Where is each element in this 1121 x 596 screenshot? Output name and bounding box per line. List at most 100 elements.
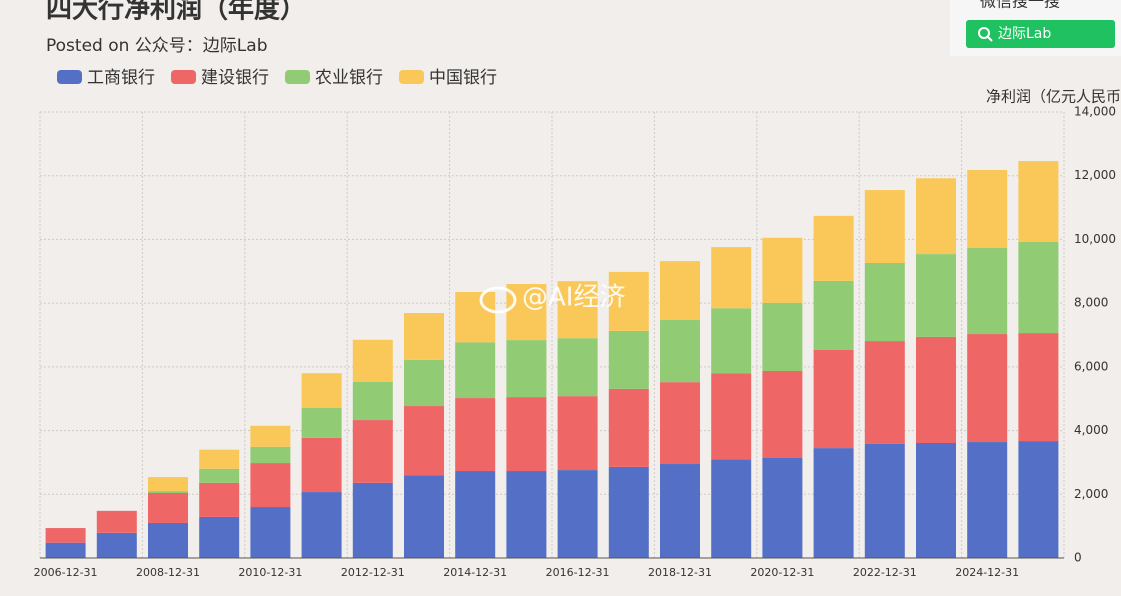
- bar-segment: [762, 370, 803, 458]
- x-tick-label: 2016-12-31: [546, 566, 610, 579]
- bar-segment: [404, 475, 444, 558]
- bar-segment: [506, 397, 547, 472]
- bar-segment: [96, 510, 137, 533]
- bar-segment: [660, 382, 700, 465]
- bar-segment: [916, 254, 956, 337]
- y-axis-label: 净利润（亿元人民币: [986, 88, 1121, 106]
- bar-segment: [1018, 333, 1059, 442]
- bar-segment: [352, 482, 393, 558]
- bar-segment: [813, 280, 854, 350]
- y-tick-label: 6,000: [1074, 359, 1108, 373]
- bar-segment: [148, 493, 188, 523]
- legend-label: 农业银行: [315, 68, 383, 88]
- bar-segment: [660, 261, 700, 321]
- bar-segment: [250, 507, 291, 558]
- bar-segment: [557, 281, 598, 339]
- bar-segment: [199, 482, 240, 517]
- bar-segment: [404, 406, 444, 476]
- x-tick-label: 2012-12-31: [341, 566, 405, 579]
- x-tick-label: 2008-12-31: [136, 566, 200, 579]
- bar-segment: [916, 442, 956, 558]
- bar-segment: [557, 396, 598, 471]
- bar-segment: [455, 471, 496, 558]
- x-tick-label: 2018-12-31: [648, 566, 712, 579]
- bar-segment: [557, 470, 598, 558]
- bar-segment: [557, 338, 598, 397]
- bar-segment: [250, 425, 291, 447]
- bar-segment: [301, 492, 342, 558]
- bar-segment: [711, 247, 752, 309]
- x-tick-label: 2020-12-31: [750, 566, 814, 579]
- bar-segment: [455, 398, 496, 472]
- button-label[interactable]: 边际Lab: [998, 26, 1051, 42]
- bar-segment: [352, 381, 393, 421]
- bar-segment: [967, 442, 1008, 558]
- bar-segment: [250, 446, 291, 464]
- bar-segment: [711, 373, 752, 460]
- legend-label: 建设银行: [201, 68, 269, 88]
- watermark-text: @AI经济: [522, 283, 625, 313]
- search-icon: [987, 36, 993, 42]
- x-tick-label: 2022-12-31: [853, 566, 917, 579]
- search-widget: 微信搜一搜 边际Lab: [950, 0, 1121, 56]
- search-hint: 微信搜一搜: [980, 0, 1060, 11]
- bar-segment: [813, 349, 854, 449]
- bar-segment: [404, 359, 444, 407]
- legend-swatch: [171, 70, 196, 84]
- bar-segment: [608, 271, 649, 331]
- bar-segment: [1018, 441, 1059, 558]
- bar-segment: [608, 330, 649, 389]
- legend-swatch: [399, 70, 424, 84]
- bar-segment: [608, 466, 649, 558]
- bar-segment: [813, 215, 854, 281]
- bar-segment: [301, 407, 342, 438]
- bar-segment: [660, 464, 700, 558]
- bar-segment: [506, 471, 547, 558]
- x-tick-label: 2006-12-31: [34, 566, 98, 579]
- bar-segment: [45, 542, 86, 558]
- chart-title: 四大行净利润（年度）: [46, 0, 306, 25]
- bar-segment: [250, 463, 291, 508]
- bar-segment: [660, 320, 700, 383]
- bar-segment: [148, 491, 188, 494]
- bar-segment: [352, 420, 393, 483]
- x-tick-label: 2024-12-31: [955, 566, 1019, 579]
- bar-segment: [148, 477, 188, 492]
- bar-segment: [711, 459, 752, 558]
- bar-segment: [301, 437, 342, 493]
- bar-segment: [916, 178, 956, 255]
- bar-segment: [199, 449, 240, 469]
- y-tick-label: 4,000: [1074, 423, 1108, 437]
- bar-segment: [301, 373, 342, 408]
- bar-segment: [455, 291, 496, 343]
- y-tick-label: 2,000: [1074, 487, 1108, 501]
- bar-segment: [762, 237, 803, 303]
- bar-segment: [199, 468, 240, 483]
- bar-segment: [96, 532, 137, 558]
- y-tick-label: 14,000: [1074, 105, 1116, 119]
- bar-segment: [1018, 161, 1059, 242]
- y-tick-label: 8,000: [1074, 296, 1108, 310]
- watermark: @AI经济: [479, 283, 625, 314]
- y-tick-label: 10,000: [1074, 232, 1116, 246]
- bar-segment: [864, 263, 905, 342]
- y-tick-label: 0: [1074, 551, 1082, 565]
- bar-segment: [1018, 241, 1059, 334]
- bar-segment: [762, 457, 803, 558]
- bar-segment: [199, 516, 240, 558]
- bar-segment: [762, 302, 803, 371]
- bar-segment: [967, 248, 1008, 335]
- legend-swatch: [285, 70, 310, 84]
- bar-segment: [45, 528, 86, 543]
- bar-segment: [455, 342, 496, 399]
- bar-segment: [404, 313, 444, 360]
- bar-segment: [148, 522, 188, 558]
- x-tick-label: 2010-12-31: [238, 566, 302, 579]
- bar-segment: [608, 388, 649, 467]
- watermark-icon: [479, 286, 517, 314]
- x-tick-label: 2014-12-31: [443, 566, 507, 579]
- search-button[interactable]: [966, 20, 1115, 48]
- y-tick-label: 12,000: [1074, 168, 1116, 182]
- legend-label: 工商银行: [87, 68, 155, 88]
